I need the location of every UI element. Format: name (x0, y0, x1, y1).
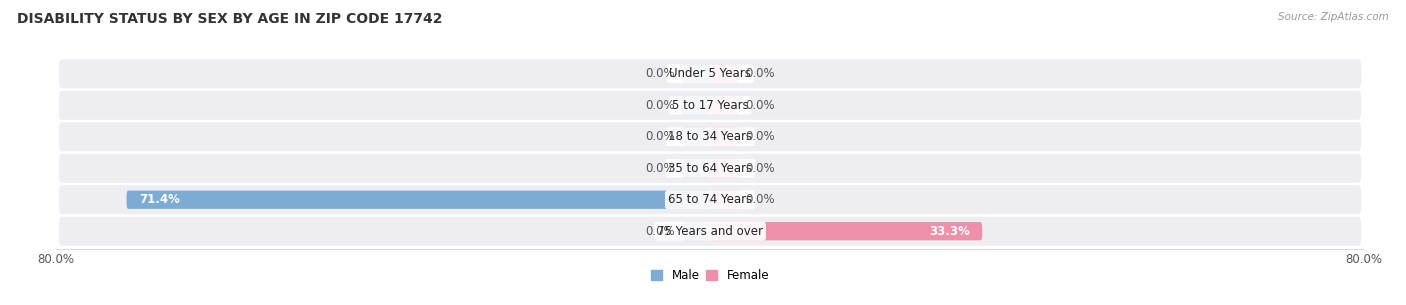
Text: 0.0%: 0.0% (645, 225, 675, 238)
FancyBboxPatch shape (710, 65, 738, 83)
Legend: Male, Female: Male, Female (645, 265, 775, 287)
Text: 0.0%: 0.0% (645, 130, 675, 143)
FancyBboxPatch shape (59, 59, 1361, 88)
Text: 0.0%: 0.0% (645, 67, 675, 80)
FancyBboxPatch shape (682, 159, 710, 178)
FancyBboxPatch shape (682, 65, 710, 83)
FancyBboxPatch shape (59, 185, 1361, 214)
FancyBboxPatch shape (710, 191, 738, 209)
FancyBboxPatch shape (710, 127, 738, 146)
Text: 0.0%: 0.0% (745, 162, 775, 175)
Text: 0.0%: 0.0% (645, 162, 675, 175)
Text: 35 to 64 Years: 35 to 64 Years (668, 162, 752, 175)
FancyBboxPatch shape (59, 122, 1361, 151)
Text: 65 to 74 Years: 65 to 74 Years (668, 193, 752, 206)
Text: 0.0%: 0.0% (745, 193, 775, 206)
Text: 75 Years and over: 75 Years and over (657, 225, 763, 238)
Text: 18 to 34 Years: 18 to 34 Years (668, 130, 752, 143)
Text: Under 5 Years: Under 5 Years (669, 67, 751, 80)
Text: 71.4%: 71.4% (139, 193, 180, 206)
Text: DISABILITY STATUS BY SEX BY AGE IN ZIP CODE 17742: DISABILITY STATUS BY SEX BY AGE IN ZIP C… (17, 12, 443, 26)
FancyBboxPatch shape (59, 217, 1361, 246)
FancyBboxPatch shape (682, 96, 710, 114)
Text: Source: ZipAtlas.com: Source: ZipAtlas.com (1278, 12, 1389, 22)
FancyBboxPatch shape (59, 91, 1361, 120)
Text: 0.0%: 0.0% (645, 99, 675, 112)
FancyBboxPatch shape (710, 222, 983, 240)
Text: 0.0%: 0.0% (745, 130, 775, 143)
Text: 0.0%: 0.0% (745, 67, 775, 80)
Text: 5 to 17 Years: 5 to 17 Years (672, 99, 748, 112)
FancyBboxPatch shape (127, 191, 710, 209)
FancyBboxPatch shape (710, 159, 738, 178)
Text: 0.0%: 0.0% (745, 99, 775, 112)
FancyBboxPatch shape (59, 154, 1361, 183)
FancyBboxPatch shape (682, 127, 710, 146)
FancyBboxPatch shape (682, 222, 710, 240)
Text: 33.3%: 33.3% (929, 225, 970, 238)
FancyBboxPatch shape (710, 96, 738, 114)
